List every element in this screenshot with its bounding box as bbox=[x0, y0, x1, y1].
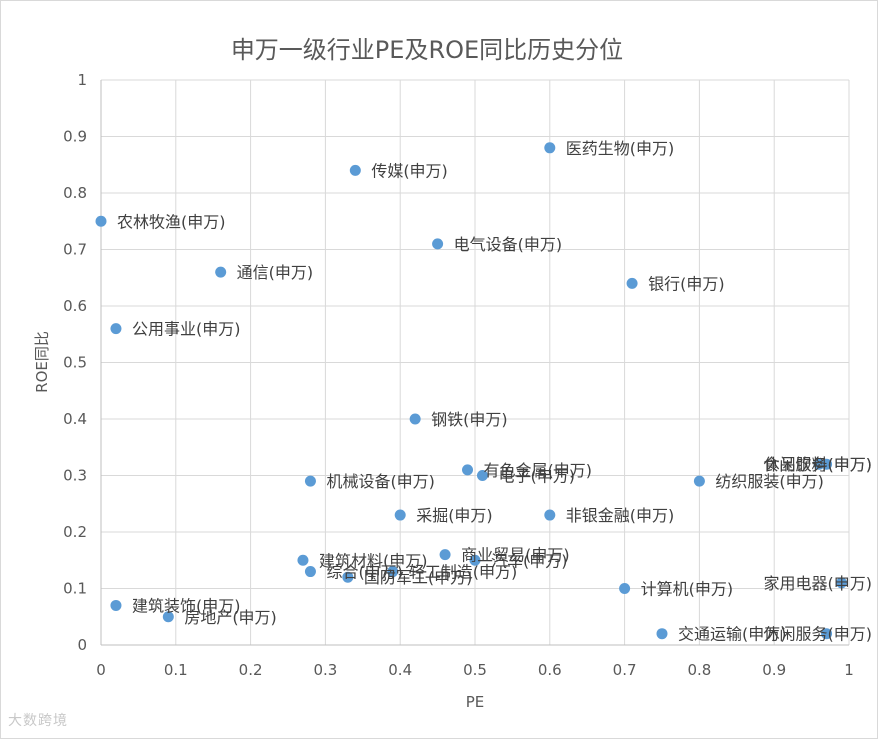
point-label: 交通运输(申万) bbox=[678, 625, 787, 644]
point-label: 机械设备(申万) bbox=[326, 472, 435, 491]
scatter-point bbox=[432, 238, 444, 250]
point-label: 轻工制造(申万) bbox=[409, 563, 517, 582]
scatter-point bbox=[409, 413, 421, 425]
scatter-point bbox=[836, 577, 848, 589]
scatter-point bbox=[469, 554, 481, 566]
scatter-point bbox=[476, 470, 488, 481]
point-label: 国防军工(申万) bbox=[364, 568, 473, 587]
x-tick-label: 0.3 bbox=[313, 661, 337, 679]
scatter-point bbox=[162, 611, 174, 623]
x-tick-label: 0.6 bbox=[538, 661, 562, 679]
x-tick-label: 1 bbox=[844, 661, 854, 679]
data-points bbox=[95, 142, 848, 640]
y-tick-label: 0 bbox=[77, 636, 87, 654]
y-tick-label: 0.7 bbox=[63, 241, 87, 259]
scatter-point bbox=[656, 628, 668, 640]
point-label: 纺织服装(申万) bbox=[715, 472, 824, 491]
scatter-point bbox=[297, 554, 309, 566]
y-tick-label: 0.2 bbox=[63, 523, 87, 541]
scatter-point bbox=[304, 566, 316, 578]
point-label: 汽车(申万) bbox=[491, 551, 568, 570]
y-tick-label: 1 bbox=[77, 71, 87, 89]
scatter-point bbox=[462, 464, 474, 476]
y-tick-label: 0.3 bbox=[63, 467, 87, 485]
y-tick-label: 0.6 bbox=[63, 297, 87, 315]
point-label: 传媒(申万) bbox=[371, 161, 448, 180]
point-label: 有色金属(申万) bbox=[484, 461, 593, 480]
point-label: 采掘(申万) bbox=[416, 506, 493, 525]
y-tick-label: 0.9 bbox=[63, 128, 87, 146]
point-label: 休闲服务(申万) bbox=[764, 625, 873, 644]
point-label: 电气设备(申万) bbox=[454, 235, 562, 254]
point-label: 医药生物(申万) bbox=[566, 139, 675, 158]
scatter-point bbox=[821, 628, 833, 640]
point-label: 综合(申万) bbox=[326, 563, 403, 582]
y-axis-label: ROE同比 bbox=[33, 331, 51, 393]
point-label: 非银金融(申万) bbox=[566, 506, 675, 525]
scatter-point bbox=[626, 277, 638, 289]
point-label: 休闲服务(申万) bbox=[764, 455, 873, 474]
scatter-point bbox=[215, 266, 227, 278]
point-label: 银行(申万) bbox=[648, 274, 725, 293]
point-label: 房地产(申万) bbox=[184, 608, 277, 627]
watermark: 大数跨境 bbox=[8, 713, 68, 729]
scatter-point bbox=[110, 599, 122, 611]
scatter-point bbox=[110, 323, 122, 335]
scatter-point bbox=[394, 509, 406, 521]
scatter-point bbox=[619, 583, 631, 594]
point-label: 商业贸易(申万) bbox=[461, 546, 569, 565]
scatter-point bbox=[304, 475, 316, 487]
point-label: 计算机(申万) bbox=[641, 580, 734, 599]
point-label: 家用电器(申万) bbox=[764, 574, 873, 593]
grid bbox=[100, 79, 850, 646]
y-tick-label: 0.8 bbox=[63, 184, 87, 202]
point-label: 建筑材料(申万) bbox=[319, 551, 428, 570]
scatter-point bbox=[693, 475, 705, 487]
x-tick-label: 0.2 bbox=[239, 661, 263, 679]
scatter-point bbox=[387, 566, 399, 578]
point-label: 钢铁(申万) bbox=[431, 410, 508, 429]
point-label: 建筑装饰(申万) bbox=[132, 596, 241, 615]
x-tick-label: 0.7 bbox=[613, 661, 637, 679]
point-label: 食品饮料(申万) bbox=[764, 455, 873, 474]
y-tick-label: 0.4 bbox=[63, 410, 87, 428]
scatter-point bbox=[342, 571, 354, 583]
point-label: 通信(申万) bbox=[237, 263, 314, 282]
data-labels: 农林牧渔(申万) 通信(申万) 公用事业(申万) 建筑装饰(申万)房地产(申万) 传媒(… bbox=[117, 139, 872, 644]
x-axis-label: PE bbox=[466, 693, 485, 711]
x-tick-label: 0.9 bbox=[762, 661, 786, 679]
scatter-point bbox=[821, 458, 833, 470]
chart-title: 申万一级行业PE及ROE同比历史分位 bbox=[231, 36, 623, 64]
scatter-point bbox=[439, 549, 451, 561]
x-tick-label: 0 bbox=[96, 661, 106, 679]
x-tick-label: 0.4 bbox=[388, 661, 412, 679]
axes: 0 0.1 0.2 0.3 0.4 0.5 0.6 0.7 0.8 0.9 1 0 0.1 0.2 0.3 0… bbox=[63, 71, 854, 679]
x-tick-label: 0.5 bbox=[463, 661, 487, 679]
scatter-point bbox=[95, 215, 107, 227]
point-label: 电子(申万) bbox=[498, 467, 574, 486]
y-tick-label: 0.1 bbox=[63, 580, 87, 598]
scatter-point bbox=[544, 509, 556, 521]
point-label: 农林牧渔(申万) bbox=[117, 212, 226, 231]
x-tick-label: 0.8 bbox=[687, 661, 711, 679]
scatter-point bbox=[349, 164, 361, 176]
point-label: 公用事业(申万) bbox=[132, 320, 241, 339]
y-tick-label: 0.5 bbox=[63, 354, 87, 372]
scatter-point bbox=[544, 142, 556, 154]
x-tick-label: 0.1 bbox=[164, 661, 188, 679]
